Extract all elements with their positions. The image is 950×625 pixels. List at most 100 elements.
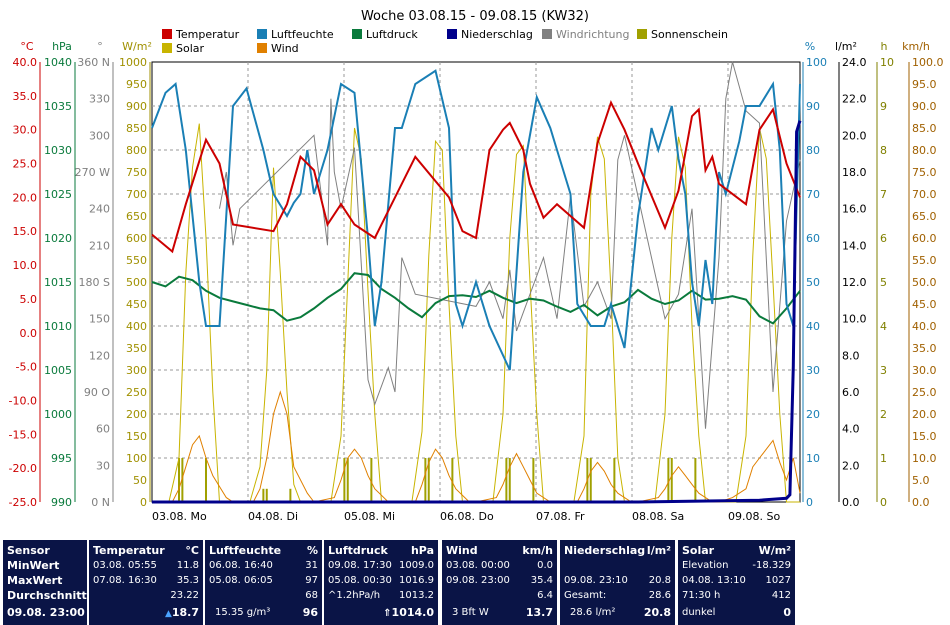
stats-luftfeuchte: Luftfeuchte% 06.08. 16:40 31 05.08. 06:05… [205, 540, 322, 625]
stats-temp-title: Temperatur [93, 544, 165, 557]
axis-tick-label: 90 O [84, 386, 110, 399]
stats-rain-row2: 20.8 [648, 575, 671, 586]
stats-wind: Wind km/h 03.08. 00:00 0.0 09.08. 23:00 35.… [442, 540, 557, 625]
axis-tick-label: 270 W [75, 166, 110, 179]
axis-unit-label: km/h [902, 40, 930, 53]
sunshine-bar [346, 458, 349, 502]
stats-wind-min: 0.0 [537, 560, 553, 571]
axis-unit-label: ° [97, 40, 103, 53]
axis-unit-label: hPa [52, 40, 72, 53]
axis-tick-label: 100.0 [912, 56, 944, 69]
axis-tick-label: 2.0 [842, 459, 860, 472]
sunshine-bar [370, 458, 373, 502]
axis-tick-label: 24.0 [842, 56, 867, 69]
x-tick-label: 03.08. Mo [152, 510, 207, 523]
axis-tick-label: 330 [89, 93, 110, 106]
stats-rain-time: 09.08. 23:10 [564, 575, 628, 586]
stats-temp-current: ▲18.7 [165, 606, 199, 621]
axis-tick-label: 16.0 [842, 203, 867, 216]
stats-press-min: 1009.0 [399, 560, 434, 571]
axis-tick-label: 5.0 [20, 293, 38, 306]
stats-press-trend: ^1.2hPa/h [328, 590, 381, 601]
stats-sensor: Sensor MinWert MaxWert Durchschnitt 09.0… [3, 540, 87, 625]
axis-tick-label: 50.0 [912, 276, 937, 289]
axis-tick-label: 80.0 [912, 144, 937, 157]
axis-tick-label: 70 [806, 188, 820, 201]
axis-tick-label: 6.0 [842, 386, 860, 399]
axis-tick-label: 0 N [91, 496, 110, 509]
axis-tick-label: 10.0 [912, 452, 937, 465]
stats-press-avg: 1013.2 [399, 590, 434, 601]
legend-swatch [542, 29, 552, 39]
stats-press-unit: hPa [410, 544, 434, 557]
axis-tick-label: 0.0 [912, 496, 930, 509]
axis-tick-label: 15.0 [13, 225, 38, 238]
axis-tick-label: 100 [126, 452, 147, 465]
weather-chart: Woche 03.08.15 - 09.08.15 (KW32) Tempera… [9, 9, 944, 523]
stats-temperatur: Temperatur °C 03.08. 05:55 11.8 07.08. 16:… [89, 540, 203, 625]
legend: Temperatur Luftfeuchte Luftdruck Niederschl… [162, 28, 728, 55]
statistics-panel: Sensor MinWert MaxWert Durchschnitt 09.0… [0, 540, 950, 625]
legend-label: Windrichtung [556, 28, 629, 41]
legend-label: Sonnenschein [651, 28, 728, 41]
legend-swatch [162, 43, 172, 53]
stats-hum-max: 97 [305, 575, 318, 586]
stats-hum-unit: % [306, 544, 318, 557]
axis-tick-label: 200 [126, 408, 147, 421]
axis-unit-label: °C [20, 40, 34, 53]
axis-tick-label: 0.0 [20, 327, 38, 340]
axis-tick-label: 30 [96, 459, 110, 472]
stats-press-max: 1016.9 [399, 575, 434, 586]
stats-hum-max-time: 05.08. 06:05 [209, 575, 273, 586]
stats-solar-current: 0 [783, 606, 791, 619]
axis-tick-label: 150 [89, 313, 110, 326]
x-tick-label: 07.08. Fr [536, 510, 585, 523]
axis-tick-label: 25.0 [912, 386, 937, 399]
axis-tick-label: -25.0 [9, 496, 37, 509]
stats-solar-max-time: 04.08. 13:10 [682, 575, 746, 586]
axis-tick-label: -20.0 [9, 462, 37, 475]
stats-solar-state: dunkel [682, 607, 716, 618]
axis-tick-label: 8.0 [842, 349, 860, 362]
axis-tick-label: 700 [126, 188, 147, 201]
axis-tick-label: 30 [806, 364, 820, 377]
stats-wind-max-time: 09.08. 23:00 [446, 575, 510, 586]
axes: 40.035.030.025.020.015.010.05.00.0-5.0-1… [9, 40, 944, 509]
axis-tick-label: 20 [806, 408, 820, 421]
axis-tick-label: 40 [806, 320, 820, 333]
stats-luftdruck: Luftdruck hPa 09.08. 17:30 1009.0 05.08. 0… [324, 540, 438, 625]
axis-tick-label: 1000 [44, 408, 72, 421]
series-luftfeuchte [151, 69, 801, 371]
stats-hum-abs: 15.35 g/m³ [215, 607, 271, 618]
legend-swatch [162, 29, 172, 39]
stats-wind-avg: 6.4 [537, 590, 553, 601]
stats-row-label-avg: Durchschnitt [7, 589, 87, 602]
trend-up-icon: ▲ [164, 609, 172, 619]
axis-tick-label: 6 [880, 232, 887, 245]
sunshine-bar [181, 458, 184, 502]
stats-sensor-title: Sensor [7, 544, 50, 557]
axis-tick-label: 0 [806, 496, 813, 509]
axis-tick-label: -15.0 [9, 428, 37, 441]
sunshine-bar [424, 458, 427, 502]
legend-swatch [637, 29, 647, 39]
axis-tick-label: 10.0 [842, 313, 867, 326]
stats-solar-elev-label: Elevation [682, 560, 729, 571]
axis-tick-label: 0 [140, 496, 147, 509]
stats-rain-gesamt-label: Gesamt: [564, 590, 607, 601]
stats-hum-avg: 68 [305, 590, 318, 601]
x-tick-label: 04.08. Di [248, 510, 298, 523]
axis-tick-label: 3 [880, 364, 887, 377]
axis-tick-label: 990 [51, 496, 72, 509]
axis-tick-label: 1010 [44, 320, 72, 333]
axis-tick-label: 850 [126, 122, 147, 135]
chart-title: Woche 03.08.15 - 09.08.15 (KW32) [361, 9, 589, 24]
axis-tick-label: 65.0 [912, 210, 937, 223]
stats-wind-title: Wind [446, 544, 478, 557]
stats-temp-min-time: 03.08. 05:55 [93, 560, 157, 571]
stats-rain-current: 20.8 [643, 606, 671, 619]
legend-label: Luftfeuchte [271, 28, 334, 41]
sunshine-bar [343, 458, 346, 502]
stats-temp-current-value: 18.7 [171, 606, 199, 619]
axis-tick-label: 14.0 [842, 239, 867, 252]
